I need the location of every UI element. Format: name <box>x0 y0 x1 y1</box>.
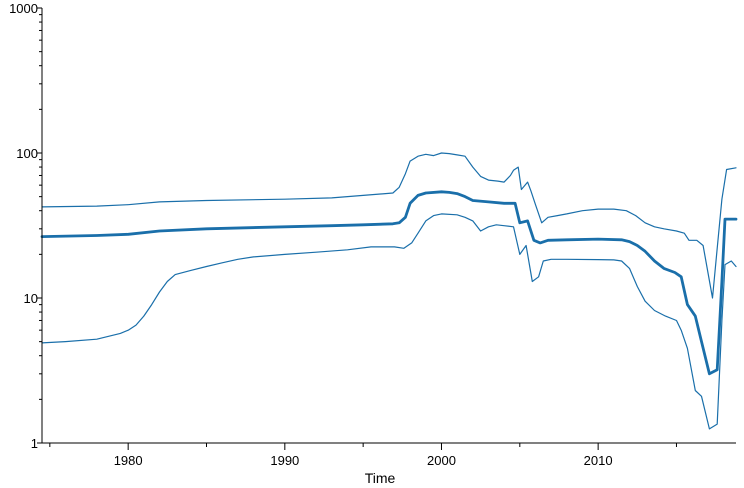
y-tick-label: 100 <box>16 146 38 161</box>
series-layer <box>40 152 738 430</box>
series-line-center <box>40 190 738 376</box>
x-tick-label: 2000 <box>427 453 456 468</box>
axis-layer: 1 10 100 1000 1980 1990 2000 2010 <box>9 1 736 468</box>
x-axis-title: Time <box>365 470 396 486</box>
x-tick-label: 1990 <box>270 453 299 468</box>
x-tick-label: 2010 <box>584 453 613 468</box>
series-line-lower <box>41 213 737 430</box>
x-tick-label: 1980 <box>114 453 143 468</box>
y-tick-label: 1000 <box>9 1 38 16</box>
y-tick-label: 10 <box>24 291 38 306</box>
series-line-upper <box>41 152 737 299</box>
y-tick-label: 1 <box>31 436 38 451</box>
